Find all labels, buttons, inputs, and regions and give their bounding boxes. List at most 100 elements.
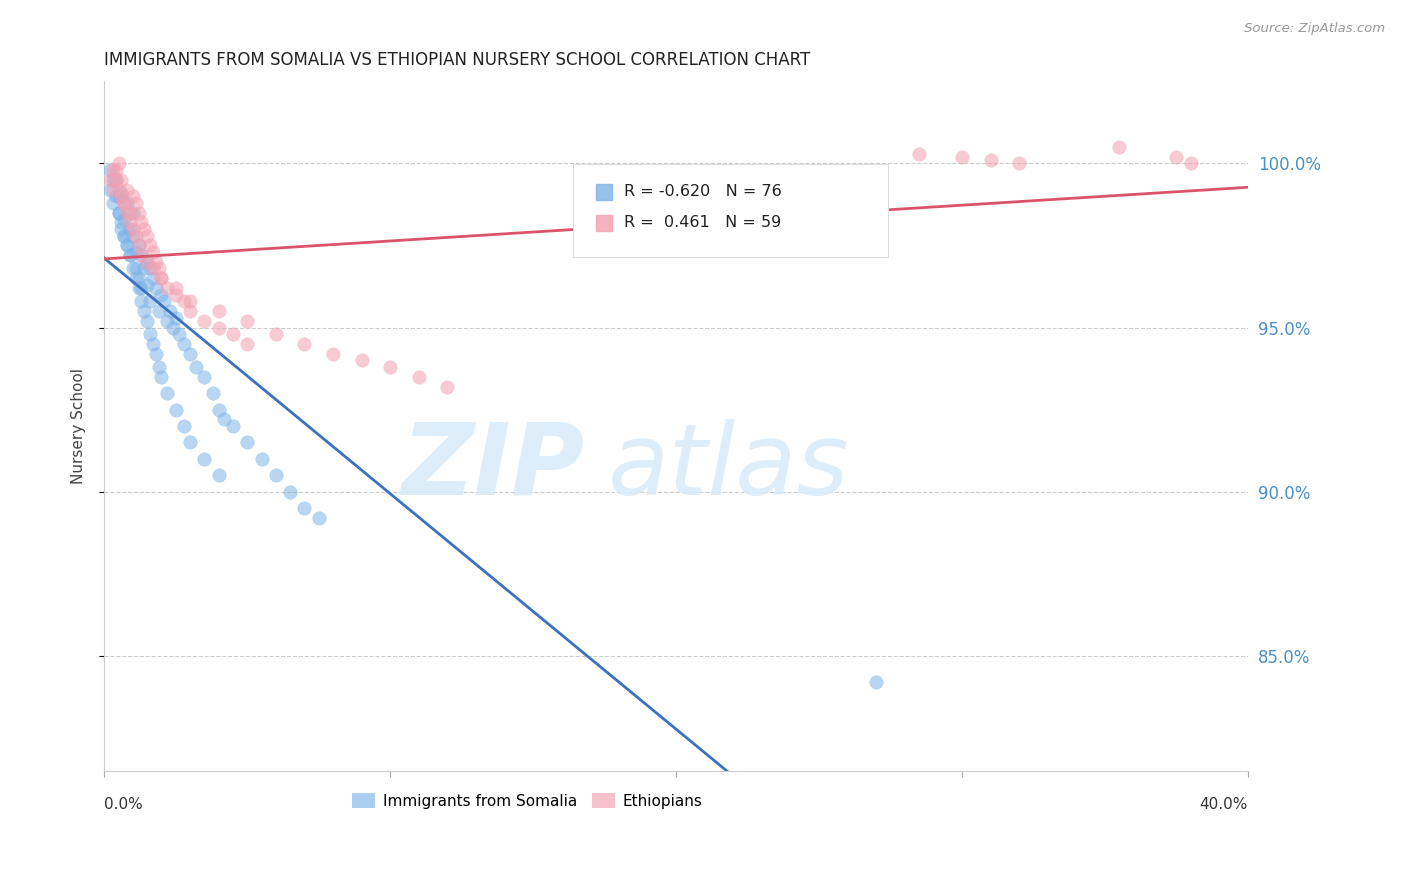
Text: R =  0.461   N = 59: R = 0.461 N = 59 [623,215,780,230]
Point [110,222,132,236]
Point [145,255,167,269]
Point [139,327,162,342]
Point [436,379,458,393]
Point [125,261,148,276]
Point [139,261,162,276]
Point [115,195,138,210]
Point [214,412,236,426]
Point [150,369,173,384]
Point [380,359,402,374]
Point [101,163,124,178]
Point [122,261,145,276]
Point [236,337,259,351]
Point [156,314,179,328]
Point [125,195,148,210]
Point [294,337,316,351]
Point [179,304,201,318]
Text: IMMIGRANTS FROM SOMALIA VS ETHIOPIAN NURSERY SCHOOL CORRELATION CHART: IMMIGRANTS FROM SOMALIA VS ETHIOPIAN NUR… [104,51,810,69]
Point [173,419,195,434]
Point [350,353,373,368]
Point [136,228,159,243]
Point [107,189,129,203]
Point [118,222,141,236]
Point [173,337,195,351]
Point [250,451,273,466]
Point [118,205,141,219]
Point [107,183,129,197]
Point [162,320,184,334]
Point [136,277,159,292]
Point [294,501,316,516]
Point [201,386,224,401]
Point [156,386,179,401]
Point [1008,156,1031,170]
Point [167,327,190,342]
Point [139,238,162,252]
Point [107,156,129,170]
Point [115,183,138,197]
Point [122,228,145,243]
Point [145,347,167,361]
Point [118,248,141,262]
Point [193,451,215,466]
Point [104,173,127,187]
Point [98,173,121,187]
Point [107,205,129,219]
Point [110,215,132,229]
Point [101,183,124,197]
Point [142,261,165,276]
Text: 0.0%: 0.0% [104,797,143,812]
Point [112,228,135,243]
Point [98,163,121,178]
Point [208,468,231,483]
Point [131,248,153,262]
Y-axis label: Nursery School: Nursery School [72,368,86,484]
Point [139,294,162,309]
Point [107,205,129,219]
Point [179,347,201,361]
Point [193,369,215,384]
Point [173,294,195,309]
Point [165,281,187,295]
Point [112,228,135,243]
Point [179,294,201,309]
Point [159,304,181,318]
Point [208,304,231,318]
Point [264,468,287,483]
Point [125,271,148,285]
Point [150,271,173,285]
Point [134,304,156,318]
Point [128,238,150,252]
Point [115,238,138,252]
Point [1166,150,1188,164]
Point [150,271,173,285]
Point [104,173,127,187]
Point [908,146,931,161]
Point [142,245,165,260]
Point [136,255,159,269]
Point [125,228,148,243]
Point [148,304,170,318]
Point [193,314,215,328]
Point [950,150,973,164]
Point [980,153,1002,168]
Point [264,327,287,342]
Point [110,189,132,203]
Point [1180,156,1202,170]
Point [156,281,179,295]
Point [148,359,170,374]
Point [131,281,153,295]
Point [136,255,159,269]
Point [110,173,132,187]
Point [101,195,124,210]
Text: atlas: atlas [607,419,849,516]
Point [112,195,135,210]
Point [122,205,145,219]
Text: ZIP: ZIP [402,419,585,516]
Point [165,287,187,301]
Point [131,215,153,229]
Point [184,359,207,374]
Point [115,205,138,219]
Point [110,186,132,200]
Point [148,261,170,276]
